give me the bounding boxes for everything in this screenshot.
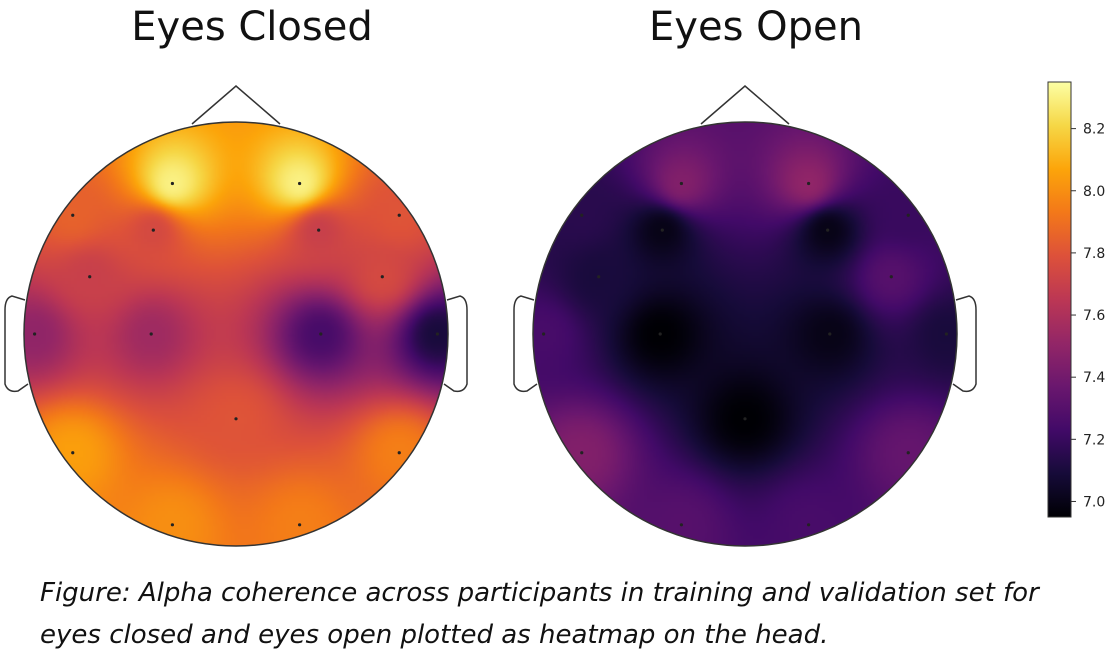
eyes-closed-electrode-f4 (317, 228, 321, 232)
eyes-open-left-ear (513, 295, 538, 393)
eyes-closed-title: Eyes Closed (131, 4, 373, 50)
eyes-open-heatmap (533, 122, 957, 546)
colorbar-tick-label: 7.4 (1083, 370, 1105, 386)
eyes-open-electrode-c3 (658, 332, 662, 336)
eyes-closed-electrode-c4 (319, 332, 323, 336)
eyes-closed-heatmap-image (24, 122, 448, 546)
eyes-open-electrode-p7 (580, 451, 584, 455)
eyes-open-electrode-t7 (542, 332, 546, 336)
eyes-open-head (513, 85, 977, 547)
colorbar-tick-label: 8.0 (1083, 184, 1105, 200)
eyes-open-right-ear (952, 295, 977, 393)
eyes-open-electrode-f4 (826, 228, 830, 232)
topomap-figure: 7.0 7.2 7.4 7.6 7.8 8.0 8.2 (4, 81, 1105, 547)
colorbar-ticks: 7.0 7.2 7.4 7.6 7.8 8.0 8.2 (1071, 122, 1105, 510)
eyes-open-electrodes (542, 181, 949, 527)
colorbar-tick-label: 7.8 (1083, 246, 1105, 262)
eyes-closed-electrode-o1 (170, 523, 174, 527)
eyes-open-electrode-fp2 (807, 181, 811, 186)
colorbar-tick-label: 7.0 (1083, 494, 1105, 510)
eyes-open-electrode-fc6 (889, 275, 893, 279)
eyes-closed-electrode-c3 (149, 332, 153, 336)
eyes-closed-electrode-p7 (71, 451, 75, 455)
colorbar-tick-label: 7.6 (1083, 308, 1105, 324)
colorbar-tick-label: 8.2 (1083, 122, 1105, 138)
eyes-open-head-outline (532, 121, 958, 547)
eyes-closed-electrode-fp2 (298, 181, 302, 186)
eyes-closed-head (4, 85, 468, 547)
colorbar-gradient (1047, 81, 1072, 518)
eyes-closed-electrode-p8 (397, 451, 401, 455)
caption-line-2: eyes closed and eyes open plotted as hea… (40, 620, 829, 650)
eyes-closed-electrode-f7 (71, 213, 75, 217)
eyes-open-electrode-f8 (906, 213, 910, 217)
colorbar: 7.0 7.2 7.4 7.6 7.8 8.0 8.2 (1047, 81, 1105, 518)
caption-line-1: Figure: Alpha coherence across participa… (40, 578, 1039, 608)
eyes-open-nose (700, 85, 790, 125)
eyes-closed-electrode-f8 (397, 213, 401, 217)
eyes-closed-right-ear (443, 295, 468, 393)
eyes-closed-head-outline (23, 121, 449, 547)
eyes-open-electrode-c4 (828, 332, 832, 336)
eyes-open-electrode-p8 (906, 451, 910, 455)
eyes-closed-electrode-fp1 (170, 181, 174, 186)
eyes-closed-electrode-o2 (298, 523, 302, 527)
eyes-closed-electrode-fc5 (88, 275, 92, 279)
eyes-closed-heatmap (24, 122, 448, 546)
eyes-open-electrode-o2 (807, 523, 811, 527)
eyes-closed-electrode-pz (234, 417, 238, 421)
colorbar-tick-label: 7.2 (1083, 432, 1105, 448)
eyes-open-electrode-t8 (944, 332, 949, 336)
eyes-open-title: Eyes Open (649, 4, 863, 50)
eyes-closed-electrode-fc6 (380, 275, 384, 279)
eyes-closed-electrode-f3 (151, 228, 155, 232)
figure-caption: Figure: Alpha coherence across participa… (40, 572, 1100, 656)
eyes-open-heatmap-image (533, 122, 957, 546)
eyes-open-electrode-f3 (660, 228, 664, 232)
eyes-open-electrode-f7 (580, 213, 584, 217)
eyes-open-electrode-fc5 (597, 275, 601, 279)
eyes-open-electrode-fp1 (679, 181, 684, 186)
eyes-closed-electrode-t7 (33, 332, 37, 336)
eyes-closed-nose (191, 85, 281, 125)
eyes-closed-electrodes (33, 181, 439, 527)
eyes-closed-electrode-t8 (435, 332, 439, 336)
eyes-closed-left-ear (4, 295, 29, 393)
eyes-open-electrode-o1 (679, 523, 684, 527)
eyes-open-electrode-pz (743, 417, 747, 421)
